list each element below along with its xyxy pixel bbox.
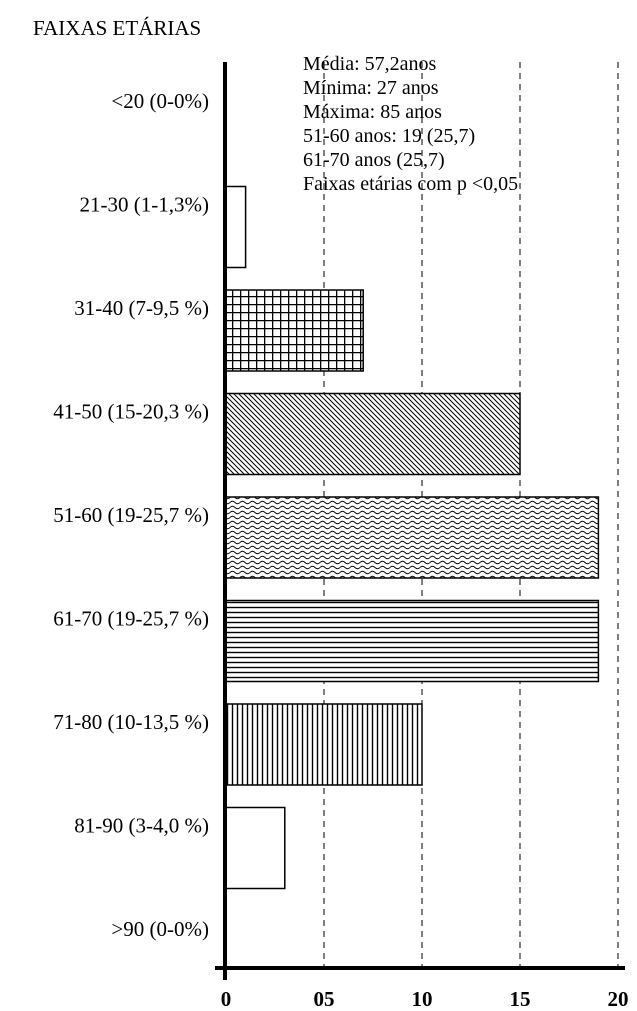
category-labels: <20 (0-0%) 21-30 (1-1,3%) 31-40 (7-9,5 %) 4… — [53, 89, 209, 941]
bar-4 — [225, 496, 600, 579]
annotation-box: Média: 57,2anos Mínima: 27 anos Máxima: … — [303, 53, 518, 195]
annotation-max: Máxima: 85 anos — [303, 101, 442, 123]
annotation-mean: Média: 57,2anos — [303, 53, 437, 75]
bar-5 — [225, 599, 600, 683]
category-label: 51-60 (19-25,7 %) — [53, 503, 209, 527]
category-label: 61-70 (19-25,7 %) — [53, 607, 209, 631]
x-tick-label: 0 — [221, 987, 232, 1011]
category-label: 31-40 (7-9,5 %) — [74, 296, 209, 320]
category-label: >90 (0-0%) — [111, 917, 209, 941]
bar-7 — [225, 806, 286, 890]
bars — [225, 185, 600, 890]
x-tick-labels: 0 05 10 15 20 — [221, 987, 629, 1011]
category-label: 71-80 (10-13,5 %) — [53, 710, 209, 734]
x-tick-label: 20 — [608, 987, 629, 1011]
bar-1 — [225, 185, 247, 269]
bar-3 — [225, 392, 521, 476]
bar-6 — [225, 703, 423, 786]
x-tick-label: 10 — [412, 987, 433, 1011]
category-label: 81-90 (3-4,0 %) — [74, 814, 209, 838]
category-label: 21-30 (1-1,3%) — [80, 193, 209, 217]
annotation-51-60: 51-60 anos: 19 (25,7) — [303, 125, 475, 147]
x-tick-label: 05 — [314, 987, 335, 1011]
annotation-p-value: Faixas etárias com p <0,05 — [303, 173, 518, 195]
category-label: 41-50 (15-20,3 %) — [53, 400, 209, 424]
category-label: <20 (0-0%) — [111, 89, 209, 113]
annotation-min: Mínima: 27 anos — [303, 77, 439, 99]
annotation-61-70: 61-70 anos (25,7) — [303, 149, 445, 171]
chart-title: FAIXAS ETÁRIAS — [33, 16, 201, 40]
bar-2 — [225, 289, 364, 372]
x-tick-label: 15 — [510, 987, 531, 1011]
